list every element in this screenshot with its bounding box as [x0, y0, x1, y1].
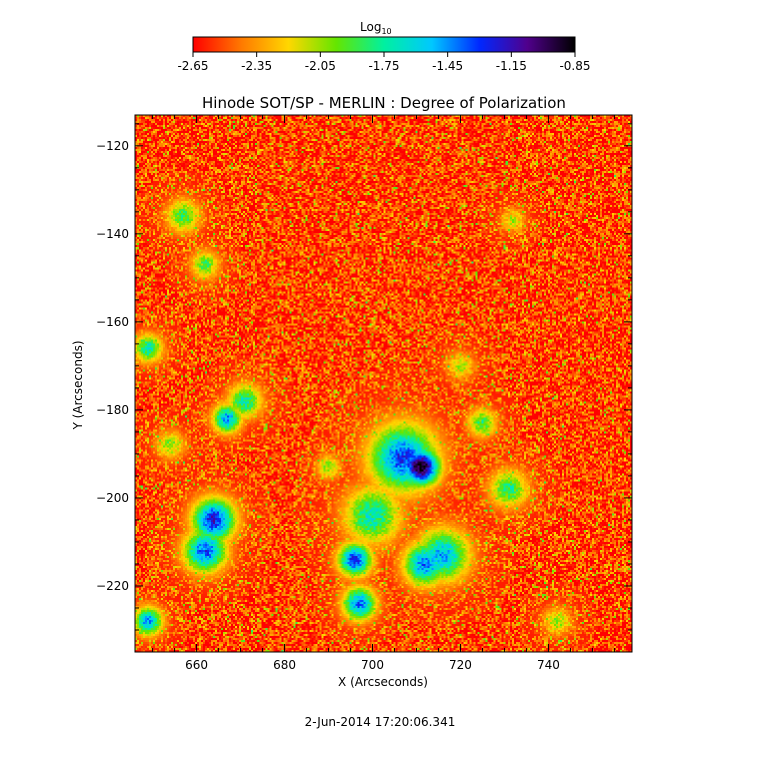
- heatmap-image: [135, 115, 632, 652]
- plot-frame: [134, 114, 633, 653]
- x-tick-label: 700: [361, 658, 384, 672]
- y-tick-label: −200: [96, 491, 129, 505]
- x-axis: 660 680 700 720 740: [152, 115, 615, 672]
- y-tick-label: −180: [96, 403, 129, 417]
- y-axis: −220 −200 −180 −160 −140 −120: [96, 123, 632, 653]
- timestamp: 2-Jun-2014 17:20:06.341: [305, 715, 456, 729]
- colorbar-tick-label: -1.45: [432, 59, 463, 73]
- y-tick-label: −140: [96, 227, 129, 241]
- colorbar-tick-label: -2.65: [177, 59, 208, 73]
- colorbar-tick-label: -2.35: [241, 59, 272, 73]
- colorbar-tick-label: -2.05: [305, 59, 336, 73]
- colorbar: Log10 -2.65 -2.35 -2.05 -1.75 -1.45 -1.15 -0.8…: [177, 20, 590, 73]
- x-axis-title: X (Arcseconds): [338, 675, 428, 689]
- colorbar-title: Log10: [360, 20, 392, 36]
- y-tick-label: −160: [96, 315, 129, 329]
- y-tick-label: −120: [96, 139, 129, 153]
- y-axis-title: Y (Arcseconds): [71, 340, 85, 430]
- colorbar-tick-label: -1.75: [368, 59, 399, 73]
- colorbar-title-base: Log: [360, 20, 381, 34]
- x-tick-label: 660: [185, 658, 208, 672]
- plot-title: Hinode SOT/SP - MERLIN : Degree of Polar…: [202, 94, 566, 112]
- x-tick-label: 740: [537, 658, 560, 672]
- colorbar-gradient: [192, 36, 576, 53]
- colorbar-ticks: -2.65 -2.35 -2.05 -1.75 -1.45 -1.15 -0.85: [177, 52, 591, 73]
- colorbar-title-subscript: 10: [381, 27, 391, 36]
- x-tick-label: 680: [273, 658, 296, 672]
- x-tick-label: 720: [449, 658, 472, 672]
- colorbar-tick-label: -1.15: [496, 59, 527, 73]
- colorbar-tick-label: -0.85: [559, 59, 590, 73]
- y-tick-label: −220: [96, 579, 129, 593]
